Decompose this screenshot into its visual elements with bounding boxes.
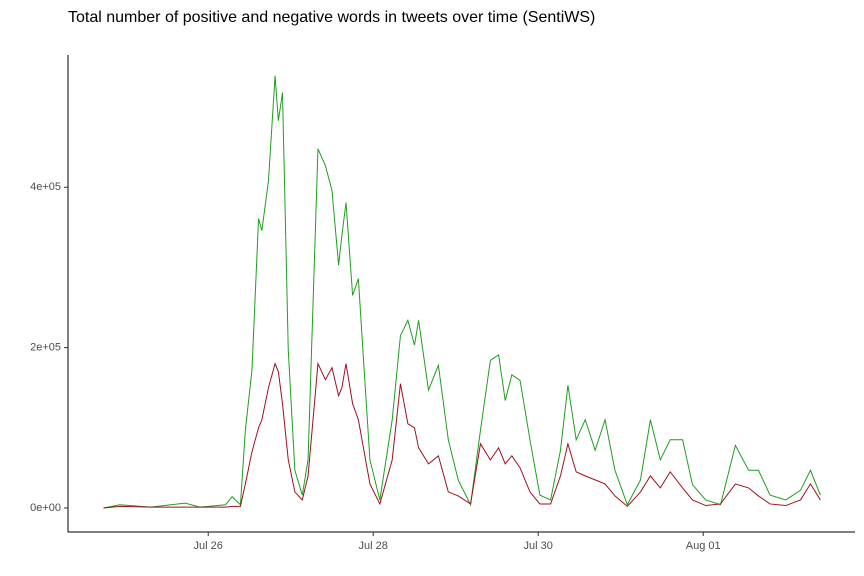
- y-tick-label: 2e+05: [30, 342, 61, 354]
- series-line: [103, 361, 821, 509]
- x-tick-label: Jul 30: [524, 540, 553, 552]
- x-tick-label: Aug 01: [686, 540, 721, 552]
- y-tick-label: 0e+00: [30, 502, 61, 514]
- x-tick-label: Jul 26: [194, 540, 223, 552]
- series-line: [103, 75, 821, 509]
- y-tick-label: 4e+05: [30, 181, 61, 193]
- chart-title: Total number of positive and negative wo…: [68, 9, 595, 26]
- x-tick-label: Jul 28: [359, 540, 388, 552]
